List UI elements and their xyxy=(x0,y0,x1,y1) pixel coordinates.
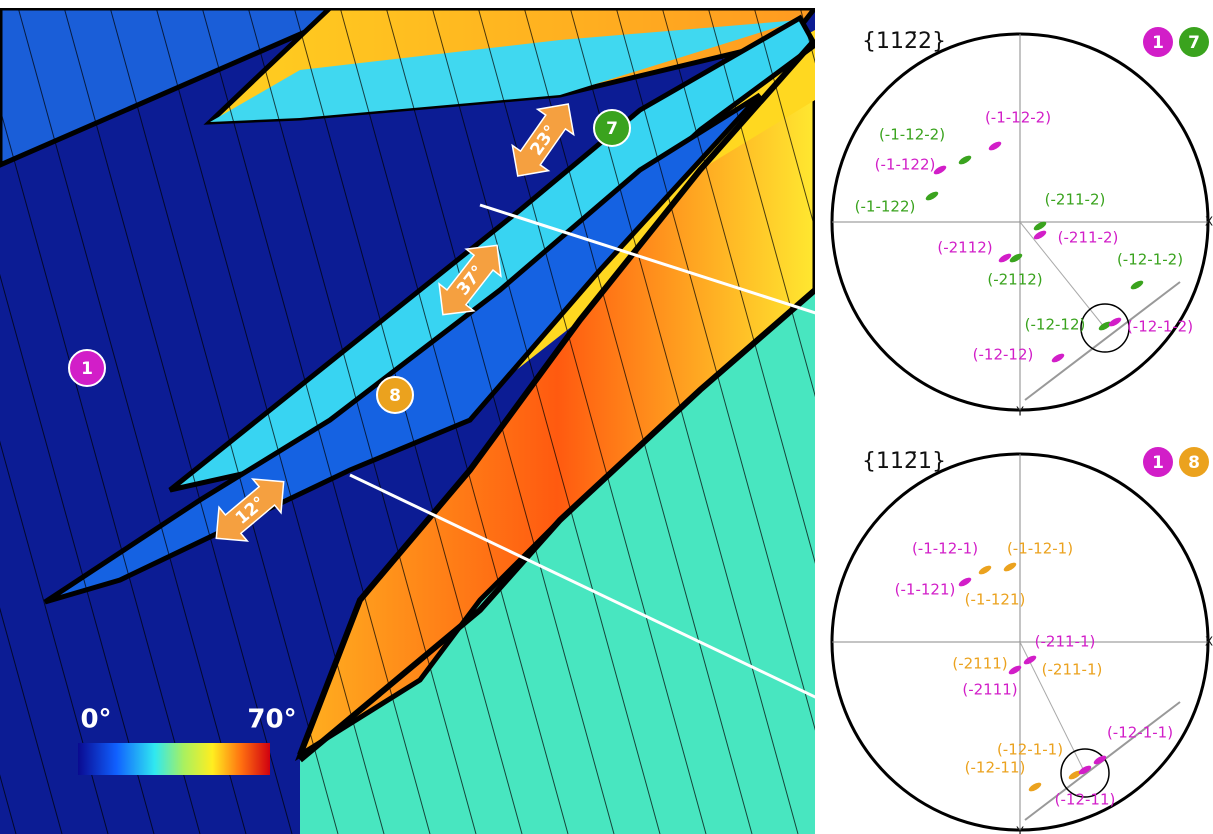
pole-label: (-1-122) xyxy=(855,198,916,216)
boundary-line xyxy=(0,273,155,834)
highlight-ring xyxy=(1060,748,1110,798)
pole-label: (-1-122) xyxy=(875,156,936,174)
grain-badge xyxy=(1179,447,1209,477)
trace xyxy=(1024,281,1181,401)
pole-label: (-211-1) xyxy=(1042,661,1103,679)
pole-cluster xyxy=(1093,755,1107,765)
pole-label: (-12-11) xyxy=(1055,791,1116,809)
boundary-line xyxy=(0,607,63,834)
pole-cluster xyxy=(1130,280,1144,290)
grain-number: 7 xyxy=(1188,33,1200,53)
pole-cluster xyxy=(1008,665,1022,675)
boundary-line xyxy=(63,8,293,834)
highlight-ring xyxy=(1080,303,1130,353)
boundary-line xyxy=(523,8,753,834)
axis-y-label: Y xyxy=(1015,405,1024,419)
pole-cluster xyxy=(925,191,939,201)
pole-figure: {112̄1} 1 8 X Y (-1-12-1) (-1-12-1) (-1-121) (-1… xyxy=(830,447,1213,834)
colorbar xyxy=(78,743,270,775)
grain-number: 8 xyxy=(1188,453,1200,473)
pole-cluster xyxy=(958,155,972,165)
pole-label: (-2111) xyxy=(952,655,1007,673)
pole-label: (-211-2) xyxy=(1045,191,1106,209)
pole-label: (-12-12) xyxy=(973,346,1034,364)
pole-label: (-2112) xyxy=(937,239,992,257)
boundary-line xyxy=(339,8,569,834)
pole-cluster xyxy=(1108,317,1122,327)
pole-cluster xyxy=(1003,562,1017,572)
grain-badge xyxy=(376,376,414,414)
axis-x-label: X xyxy=(1205,215,1213,229)
pole-cluster xyxy=(1023,655,1037,665)
pole-cluster xyxy=(978,565,992,575)
pole-cluster xyxy=(1078,765,1092,775)
double-arrow xyxy=(215,478,285,542)
grain-badge xyxy=(1143,447,1173,477)
grain-badge xyxy=(593,109,631,147)
pole-cluster xyxy=(1098,321,1112,331)
pole-label: (-211-2) xyxy=(1058,229,1119,247)
pole-label: (-1-12-1) xyxy=(1007,540,1073,558)
boundary-line xyxy=(615,8,815,731)
pole-label: (-2112) xyxy=(987,271,1042,289)
axis-x-label: X xyxy=(1205,635,1213,649)
pole-figure-title: {112̄2} xyxy=(862,29,946,54)
pole-label: (-12-11) xyxy=(965,759,1026,777)
grain-badge xyxy=(1143,27,1173,57)
boundary-line xyxy=(431,8,661,834)
axis-y-label: Y xyxy=(1015,825,1024,834)
boundary-line xyxy=(109,8,339,834)
grain-badge xyxy=(68,349,106,387)
pole-cluster xyxy=(1068,770,1082,780)
grain-number: 7 xyxy=(606,119,618,139)
boundary-line xyxy=(0,440,109,834)
pole-cluster xyxy=(1033,221,1047,231)
colorbar-min: 0° xyxy=(80,705,111,735)
pole-label: (-12-12) xyxy=(1025,316,1086,334)
pole-label: (-1-121) xyxy=(965,591,1026,609)
orientation-map xyxy=(0,8,815,834)
grain-number: 1 xyxy=(81,359,93,379)
double-arrow xyxy=(438,244,502,316)
pole-cluster xyxy=(1033,230,1047,240)
pole-label: (-12-1-1) xyxy=(997,741,1063,759)
grain-number: 8 xyxy=(389,386,401,406)
grain-number: 1 xyxy=(1152,453,1164,473)
colorbar-max: 70° xyxy=(247,705,296,735)
pole-cluster xyxy=(1028,782,1042,792)
grain-badge xyxy=(1179,27,1209,57)
pole-figure-title: {112̄1} xyxy=(862,449,946,474)
pole-cluster xyxy=(958,577,972,587)
pole-cluster xyxy=(998,253,1012,263)
pole-cluster xyxy=(988,141,1002,151)
pole-cluster xyxy=(933,165,947,175)
pole-label: (-12-1-2) xyxy=(1127,318,1193,336)
pole-label: (-12-1-2) xyxy=(1117,251,1183,269)
boundary-line xyxy=(753,8,815,231)
pole-label: (-1-121) xyxy=(895,581,956,599)
boundary-line xyxy=(247,8,477,834)
pole-label: (-1-12-1) xyxy=(912,540,978,558)
pole-figure: {112̄2} 1 7 X Y (-1-12-2) (-1-12-2) (-1-122) (-1… xyxy=(830,27,1213,419)
boundary-line xyxy=(661,8,815,564)
double-arrow xyxy=(511,103,575,177)
boundary-line xyxy=(385,8,615,834)
boundary-line xyxy=(201,8,431,834)
pole-label: (-12-1-1) xyxy=(1107,724,1173,742)
grain-number: 1 xyxy=(1152,33,1164,53)
pole-label: (-1-12-2) xyxy=(985,109,1051,127)
boundary-line xyxy=(707,8,815,398)
pole-label: (-211-1) xyxy=(1035,633,1096,651)
boundary-line xyxy=(155,8,385,834)
pole-cluster xyxy=(1051,353,1065,363)
pole-label: (-2111) xyxy=(962,681,1017,699)
boundary-line xyxy=(293,8,523,834)
boundary-line xyxy=(0,106,201,834)
pole-cluster xyxy=(1009,253,1023,263)
boundary-line xyxy=(17,8,247,834)
trace xyxy=(1019,221,1106,329)
pole-label: (-1-12-2) xyxy=(879,126,945,144)
boundary-line xyxy=(477,8,707,834)
